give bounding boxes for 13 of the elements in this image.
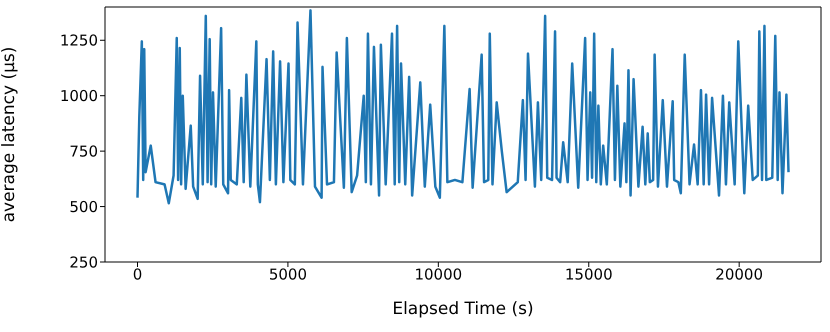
line-series — [136, 9, 790, 204]
x-tick-label: 15000 — [564, 266, 613, 284]
x-tick-label: 20000 — [715, 266, 764, 284]
x-axis-title: Elapsed Time (s) — [392, 299, 534, 319]
y-tick-label: 750 — [69, 142, 98, 160]
y-tick-label: 1250 — [60, 32, 98, 50]
y-tick-label: 250 — [69, 253, 98, 272]
x-tick-label: 10000 — [414, 266, 462, 284]
y-tick-label: 500 — [69, 198, 98, 216]
y-tick-label: 1000 — [60, 87, 98, 106]
y-axis-title: average latency (µs) — [0, 46, 20, 222]
x-tick-label: 0 — [132, 266, 142, 284]
x-tick-label: 5000 — [268, 266, 308, 284]
